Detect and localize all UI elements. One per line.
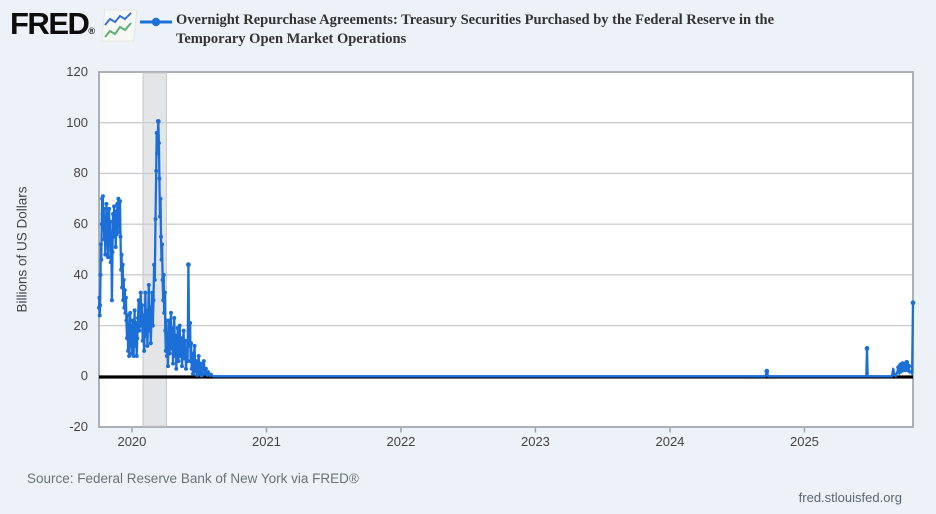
y-tick-label: 0 <box>80 368 88 384</box>
data-point-marker <box>186 262 191 268</box>
x-tick-label: 2021 <box>251 434 281 449</box>
y-tick-label: 20 <box>73 317 88 333</box>
fred-site-link[interactable]: fred.stlouisfed.org <box>798 490 902 505</box>
x-tick-label: 2023 <box>520 434 550 449</box>
data-point-marker <box>864 346 870 351</box>
y-tick-label: -20 <box>69 419 88 434</box>
y-tick-label: 100 <box>66 114 88 130</box>
chart-title: Overnight Repurchase Agreements: Treasur… <box>176 11 866 49</box>
fred-logo[interactable]: FRED® <box>10 6 95 42</box>
x-tick-label: 2024 <box>655 434 685 449</box>
registered-mark: ® <box>88 26 96 36</box>
y-tick-label: 80 <box>73 165 88 181</box>
data-line <box>97 120 915 378</box>
series-legend-marker-icon <box>140 17 172 27</box>
x-tick-label: 2020 <box>117 434 147 449</box>
data-point-marker <box>764 368 770 374</box>
data-point-marker <box>904 359 910 365</box>
x-tick-label: 2025 <box>789 434 819 449</box>
fred-sparkline-icon <box>101 9 138 42</box>
fred-logo-text: FRED <box>10 6 90 41</box>
y-tick-label: 60 <box>73 216 88 232</box>
chart-title-line2: Temporary Open Market Operations <box>176 31 407 47</box>
x-tick-label: 2022 <box>386 434 416 449</box>
data-point-marker <box>910 300 916 306</box>
source-note: Source: Federal Reserve Bank of New York… <box>27 471 359 486</box>
chart-title-line1: Overnight Repurchase Agreements: Treasur… <box>176 12 775 28</box>
y-tick-label: 120 <box>66 64 88 79</box>
data-point-marker <box>900 361 905 366</box>
y-tick-label: 40 <box>73 266 88 282</box>
data-point-marker <box>155 119 161 124</box>
data-point-marker <box>906 363 912 369</box>
